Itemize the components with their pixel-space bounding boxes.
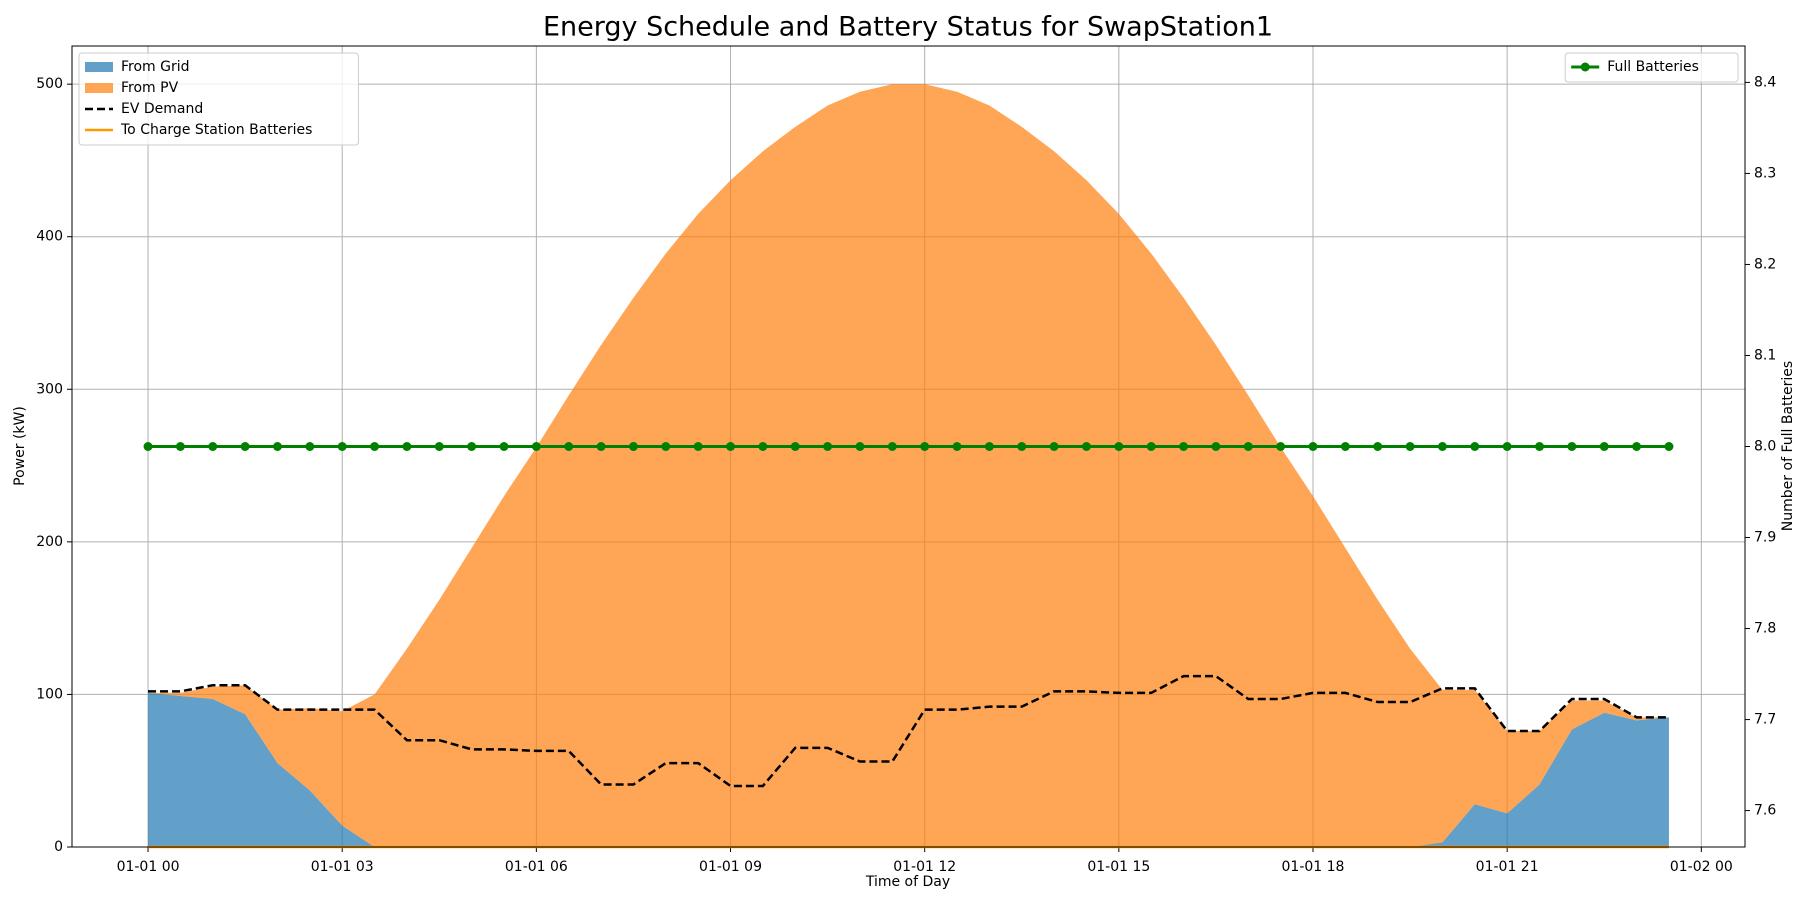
x-tick-label: 01-01 21 [1476,859,1539,875]
marker [920,442,930,451]
marker [628,442,638,451]
marker [337,442,347,451]
marker [434,442,444,451]
marker [758,442,768,451]
marker [1308,442,1318,451]
y-tick-label: 300 [36,381,63,397]
legend-box [1564,52,1739,83]
y-tick-label: 200 [36,534,63,550]
marker [952,442,962,451]
y2-tick-label: 8.2 [1754,256,1776,272]
x-tick-label: 01-01 00 [117,859,180,875]
y2-tick-label: 7.7 [1754,712,1776,728]
marker [143,442,153,451]
y2-tick-label: 8.0 [1754,439,1776,455]
marker [1437,442,1447,451]
x-tick-label: 01-01 18 [1282,859,1345,875]
marker [1179,442,1189,451]
marker [1535,442,1545,451]
marker [1373,442,1383,451]
y-tick-label: 500 [36,76,63,92]
marker [823,442,833,451]
chart-title: Energy Schedule and Battery Status for S… [543,12,1273,43]
y2-tick-label: 7.6 [1754,803,1776,819]
marker [1664,442,1674,451]
legend-swatch [85,62,113,72]
marker [531,442,541,451]
y2-tick-label: 7.9 [1754,530,1776,546]
area [148,692,1669,847]
y-tick-label: 400 [36,229,63,245]
y2-tick-label: 8.3 [1754,165,1776,181]
marker [693,442,703,451]
x-axis-label: Time of Day [865,874,950,890]
legend-swatch [85,83,113,93]
marker [467,442,477,451]
marker [887,442,897,451]
marker [370,442,380,451]
y2-tick-label: 8.1 [1754,347,1776,363]
marker [726,442,736,451]
marker [1243,442,1253,451]
marker [240,442,250,451]
marker [790,442,800,451]
legend-marker [1580,62,1590,72]
marker [1049,442,1059,451]
marker [1017,442,1027,451]
marker [305,442,315,451]
marker [1470,442,1480,451]
marker [1081,442,1091,451]
marker [661,442,671,451]
marker [402,442,412,451]
x-tick-label: 01-01 12 [893,859,956,875]
marker [1114,442,1124,451]
x-tick-label: 01-02 00 [1670,859,1733,875]
legend-label: To Charge Station Batteries [120,122,312,138]
legend-label: Full Batteries [1607,59,1699,75]
marker [1276,442,1286,451]
line [148,674,1669,788]
marker [1340,442,1350,451]
marker [564,442,574,451]
y-axis-label: Power (kW) [12,406,28,486]
marker [272,442,282,451]
marker [1405,442,1415,451]
x-tick-label: 01-01 03 [311,859,374,875]
marker [1599,442,1609,451]
y2-tick-label: 7.8 [1754,621,1776,637]
marker [1211,442,1221,451]
x-tick-label: 01-01 06 [505,859,568,875]
marker [596,442,606,451]
marker [175,442,185,451]
plot-frame [71,45,1746,848]
legend-label: EV Demand [121,101,203,117]
x-tick-label: 01-01 15 [1087,859,1150,875]
y-tick-label: 100 [36,686,63,702]
y2-axis-label: Number of Full Batteries [1780,361,1796,531]
marker [984,442,994,451]
legend-label: From Grid [121,59,190,75]
x-tick-label: 01-01 09 [699,859,762,875]
legend-label: From PV [121,80,179,96]
marker [1146,442,1156,451]
area [148,84,1669,847]
marker [855,442,865,451]
marker [208,442,218,451]
marker [1632,442,1642,451]
y2-tick-label: 8.4 [1754,74,1776,90]
marker [1502,442,1512,451]
marker [499,442,509,451]
y-tick-label: 0 [54,839,63,855]
legend-box [78,52,359,146]
marker [1567,442,1577,451]
